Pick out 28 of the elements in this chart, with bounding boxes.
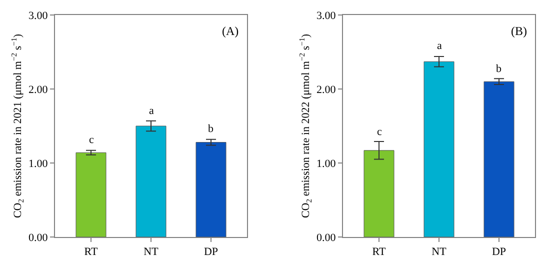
y-tick-label: 3.00 [28,10,48,22]
annotation: c [89,134,94,146]
bar [196,142,226,237]
bar [136,126,166,237]
bar [76,152,106,237]
annotation: a [149,105,154,117]
y-tick-label: 0.00 [28,232,48,244]
bar [484,81,514,237]
y-tick-label: 1.00 [316,158,336,170]
y-tick-label: 2.00 [316,84,336,96]
annotation: (B) [511,24,527,38]
bar [424,61,454,237]
annotation: b [208,123,214,135]
y-tick-label: 2.00 [28,84,48,96]
y-tick-label: 0.00 [316,232,336,244]
x-tick-label: DP [492,246,506,258]
x-tick-label: DP [204,246,218,258]
annotation: c [377,126,382,138]
bar [364,150,394,237]
x-tick-label: RT [84,246,98,258]
x-tick-label: RT [372,246,386,258]
y-tick-label: 3.00 [316,10,336,22]
x-tick-label: NT [144,246,159,258]
y-tick-label: 1.00 [28,158,48,170]
annotation: a [437,40,442,52]
annotation: b [496,63,502,75]
x-tick-label: NT [432,246,447,258]
annotation: (A) [222,24,239,38]
